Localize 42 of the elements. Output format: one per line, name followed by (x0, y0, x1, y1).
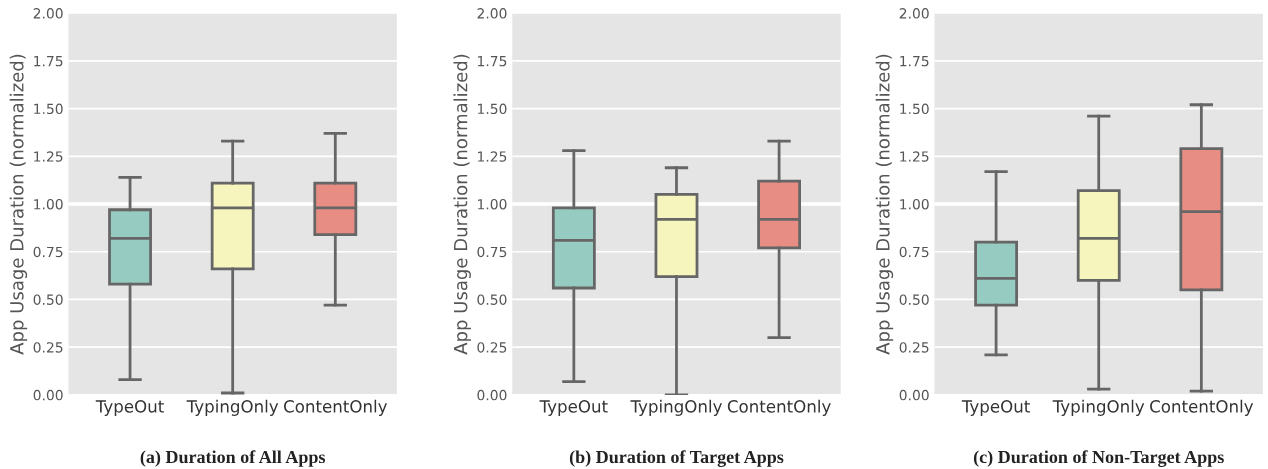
y-tick-label: 1.25 (900, 151, 929, 162)
y-tick-label: 1.25 (478, 151, 507, 162)
y-axis-title: App Usage Duration (normalized) (453, 54, 471, 355)
y-tick-label: 1.00 (900, 198, 929, 210)
y-tick-label: 0.50 (33, 294, 63, 305)
y-tick-label: 0.75 (899, 246, 929, 258)
y-tick-label: 1.25 (34, 151, 63, 162)
x-tick-label: ContentOnly (284, 399, 388, 416)
x-tick-label: ContentOnly (727, 399, 831, 416)
y-tick-label: 0.50 (899, 294, 929, 305)
y-tick-label: 0.75 (33, 246, 63, 258)
y-tick-label: 1.00 (478, 198, 507, 210)
text: (c) Duration of Non-Target Apps (973, 450, 1224, 467)
x-tick-label: ContentOnly (1150, 399, 1254, 416)
y-tick-label: 0.25 (899, 342, 929, 353)
y-tick-label: 0.25 (33, 342, 63, 353)
x-tick-label: TypeOut (961, 400, 1030, 416)
y-tick-label: 0.25 (477, 342, 507, 353)
y-tick-label: 0.00 (33, 389, 63, 401)
y-tick-label: 1.50 (478, 103, 507, 115)
y-tick-label: 0.00 (477, 389, 507, 401)
y-axis-title: App Usage Duration (normalized) (9, 54, 28, 355)
y-tick-label: 1.75 (900, 56, 929, 67)
x-tick-label: TypeOut (95, 400, 164, 416)
y-tick-label: 2.00 (33, 8, 63, 19)
y-tick-label: 0.00 (899, 389, 929, 401)
y-tick-label: 1.50 (34, 103, 63, 115)
y-tick-label: 0.50 (477, 294, 507, 305)
y-tick-label: 1.75 (478, 56, 507, 67)
x-tick-label: TypingOnly (630, 399, 722, 416)
y-axis-title: App Usage Duration (normalized) (875, 54, 894, 355)
y-tick-label: 1.00 (34, 198, 63, 210)
text: (b) Duration of Target Apps (569, 450, 784, 467)
y-tick-label: 2.00 (477, 8, 507, 19)
y-tick-label: 2.00 (899, 8, 929, 19)
y-tick-label: 1.50 (900, 103, 929, 115)
x-tick-label: TypingOnly (1052, 399, 1145, 416)
x-tick-label: TypeOut (539, 400, 608, 416)
x-tick-label: TypingOnly (186, 399, 279, 416)
y-tick-label: 0.75 (477, 246, 507, 258)
text: (a) Duration of All Apps (140, 450, 326, 467)
y-tick-label: 1.75 (34, 56, 63, 67)
